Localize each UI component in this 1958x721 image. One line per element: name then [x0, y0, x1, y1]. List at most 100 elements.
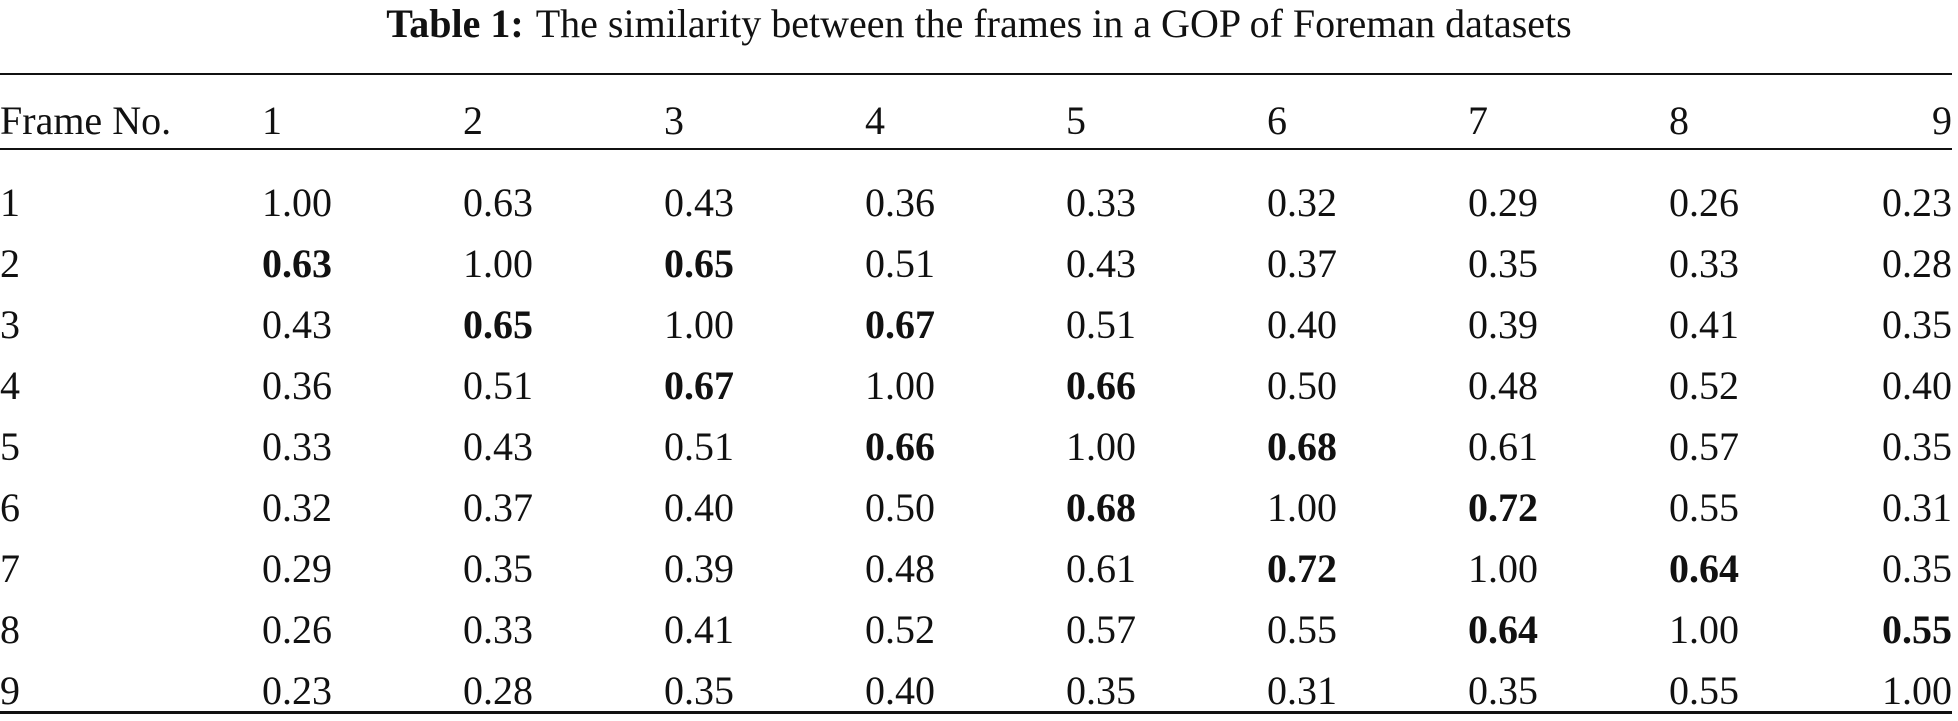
table-cell: 0.55 [1882, 607, 1952, 652]
table-cell: 1.00 [1669, 607, 1739, 652]
table-row: 8 0.26 0.33 0.41 0.52 0.57 0.55 0.64 1.00 0.55 [0, 599, 1952, 660]
row-header: 3 [0, 302, 20, 347]
table-cell: 0.35 [664, 668, 734, 713]
table-cell: 0.33 [1669, 241, 1739, 286]
table-cell: 0.35 [1882, 302, 1952, 347]
row-header: 4 [0, 363, 20, 408]
table-cell: 0.63 [262, 241, 332, 286]
table-cell: 0.55 [1267, 607, 1337, 652]
table-cell: 0.43 [262, 302, 332, 347]
table-cell: 0.35 [1468, 241, 1538, 286]
table-cell: 0.33 [463, 607, 533, 652]
table-cell: 0.31 [1882, 485, 1952, 530]
table-cell: 0.26 [262, 607, 332, 652]
table-cell: 0.61 [1066, 546, 1136, 591]
table-cell: 0.39 [1468, 302, 1538, 347]
table-cell: 0.55 [1669, 668, 1739, 713]
table-cell: 0.51 [1066, 302, 1136, 347]
caption-text: The similarity between the frames in a G… [535, 1, 1572, 46]
header-row: Frame No. 1 2 3 4 5 6 7 8 9 [0, 75, 1952, 158]
header-rule [0, 148, 1952, 150]
table-cell: 0.36 [262, 363, 332, 408]
table-cell: 0.51 [664, 424, 734, 469]
table-row: 1 1.00 0.63 0.43 0.36 0.33 0.32 0.29 0.26 0.23 [0, 158, 1952, 233]
table-cell: 0.35 [1468, 668, 1538, 713]
table-cell: 0.33 [1066, 180, 1136, 225]
table-cell: 0.50 [1267, 363, 1337, 408]
top-rule [0, 73, 1952, 75]
caption-label: Table 1: [386, 1, 524, 46]
column-header: 9 [1932, 98, 1952, 143]
row-header: 1 [0, 180, 20, 225]
table-cell: 0.26 [1669, 180, 1739, 225]
table-cell: 0.61 [1468, 424, 1538, 469]
table-cell: 0.37 [463, 485, 533, 530]
table-cell: 0.32 [262, 485, 332, 530]
table-row: 4 0.36 0.51 0.67 1.00 0.66 0.50 0.48 0.52 0.40 [0, 355, 1952, 416]
table-cell: 0.64 [1468, 607, 1538, 652]
table-cell: 0.68 [1267, 424, 1337, 469]
table-cell: 0.36 [865, 180, 935, 225]
table-cell: 0.43 [463, 424, 533, 469]
table-cell: 0.64 [1669, 546, 1739, 591]
table-cell: 0.40 [1267, 302, 1337, 347]
row-header: 5 [0, 424, 20, 469]
table-row: 6 0.32 0.37 0.40 0.50 0.68 1.00 0.72 0.55 0.31 [0, 477, 1952, 538]
column-header: 7 [1468, 98, 1488, 143]
row-header: 7 [0, 546, 20, 591]
table-row: 3 0.43 0.65 1.00 0.67 0.51 0.40 0.39 0.41 0.35 [0, 294, 1952, 355]
table-cell: 0.35 [1066, 668, 1136, 713]
table-row: 9 0.23 0.28 0.35 0.40 0.35 0.31 0.35 0.55 1.00 [0, 660, 1952, 721]
table-cell: 0.23 [262, 668, 332, 713]
table-caption: Table 1: The similarity between the frame… [0, 0, 1958, 48]
table-cell: 0.37 [1267, 241, 1337, 286]
table-cell: 0.66 [865, 424, 935, 469]
row-header: 8 [0, 607, 20, 652]
column-header: 2 [463, 98, 483, 143]
table-cell: 0.55 [1669, 485, 1739, 530]
table-cell: 0.52 [1669, 363, 1739, 408]
table-cell: 0.29 [1468, 180, 1538, 225]
table-cell: 1.00 [463, 241, 533, 286]
table-cell: 1.00 [1267, 485, 1337, 530]
column-header: 5 [1066, 98, 1086, 143]
table-cell: 0.65 [463, 302, 533, 347]
table-cell: 0.50 [865, 485, 935, 530]
table-cell: 0.39 [664, 546, 734, 591]
table-cell: 0.52 [865, 607, 935, 652]
table-cell: 0.23 [1882, 180, 1952, 225]
table-cell: 0.43 [664, 180, 734, 225]
table-cell: 0.35 [1882, 546, 1952, 591]
row-header: 6 [0, 485, 20, 530]
table-cell: 1.00 [664, 302, 734, 347]
corner-header: Frame No. [0, 98, 172, 143]
table-cell: 0.57 [1066, 607, 1136, 652]
column-header: 3 [664, 98, 684, 143]
table-cell: 0.68 [1066, 485, 1136, 530]
table-cell: 0.33 [262, 424, 332, 469]
column-header: 1 [262, 98, 282, 143]
table-cell: 1.00 [262, 180, 332, 225]
table-cell: 0.40 [664, 485, 734, 530]
table-cell: 0.40 [1882, 363, 1952, 408]
table-row: 7 0.29 0.35 0.39 0.48 0.61 0.72 1.00 0.64 0.35 [0, 538, 1952, 599]
table-cell: 0.72 [1468, 485, 1538, 530]
table-cell: 0.51 [463, 363, 533, 408]
column-header: 8 [1669, 98, 1689, 143]
table-cell: 0.48 [1468, 363, 1538, 408]
table-cell: 0.35 [1882, 424, 1952, 469]
table-cell: 1.00 [1066, 424, 1136, 469]
table-cell: 0.65 [664, 241, 734, 286]
table-row: 5 0.33 0.43 0.51 0.66 1.00 0.68 0.61 0.57 0.35 [0, 416, 1952, 477]
table-cell: 0.63 [463, 180, 533, 225]
table-cell: 0.28 [463, 668, 533, 713]
table-cell: 0.72 [1267, 546, 1337, 591]
table-cell: 0.48 [865, 546, 935, 591]
table-cell: 0.41 [664, 607, 734, 652]
table-cell: 0.51 [865, 241, 935, 286]
table-cell: 0.41 [1669, 302, 1739, 347]
table-cell: 0.35 [463, 546, 533, 591]
table-cell: 0.67 [664, 363, 734, 408]
row-header: 9 [0, 668, 20, 713]
table-cell: 1.00 [1468, 546, 1538, 591]
